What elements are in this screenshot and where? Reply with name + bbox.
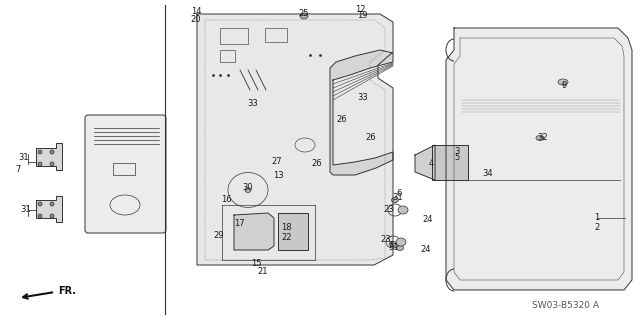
Polygon shape <box>36 196 62 222</box>
Text: 16: 16 <box>221 196 231 204</box>
Ellipse shape <box>536 136 544 140</box>
Circle shape <box>38 150 42 154</box>
Ellipse shape <box>245 188 251 192</box>
Text: 6: 6 <box>396 189 402 197</box>
Text: 17: 17 <box>234 219 244 227</box>
Text: FR.: FR. <box>58 286 76 296</box>
Text: 30: 30 <box>243 183 253 192</box>
Text: 22: 22 <box>282 233 292 241</box>
Polygon shape <box>415 145 435 180</box>
Text: 34: 34 <box>483 168 493 177</box>
Text: 29: 29 <box>214 232 224 241</box>
Bar <box>113 163 135 175</box>
Circle shape <box>38 162 42 166</box>
Text: 31: 31 <box>393 194 403 203</box>
Text: 25: 25 <box>299 10 309 19</box>
Text: 18: 18 <box>281 224 291 233</box>
Text: 24: 24 <box>420 244 431 254</box>
Bar <box>220 28 248 44</box>
Ellipse shape <box>396 238 406 246</box>
Text: 5: 5 <box>454 153 460 162</box>
Circle shape <box>50 162 54 166</box>
Ellipse shape <box>397 246 403 250</box>
Text: 12: 12 <box>355 5 365 14</box>
Text: 24: 24 <box>423 216 433 225</box>
Bar <box>220 50 235 62</box>
Ellipse shape <box>390 241 397 247</box>
Text: 31: 31 <box>20 205 31 214</box>
Text: 20: 20 <box>191 14 201 24</box>
Polygon shape <box>234 213 274 250</box>
Text: 26: 26 <box>337 115 348 124</box>
Text: 26: 26 <box>312 159 323 167</box>
Polygon shape <box>446 28 632 290</box>
Text: 23: 23 <box>384 205 394 214</box>
Polygon shape <box>330 50 393 175</box>
Text: 9: 9 <box>561 81 566 91</box>
Text: 26: 26 <box>365 132 376 142</box>
Text: 4: 4 <box>428 159 434 167</box>
Polygon shape <box>197 14 393 265</box>
Text: 31: 31 <box>19 153 29 162</box>
Text: 27: 27 <box>272 157 282 166</box>
Text: 7: 7 <box>15 166 20 174</box>
Bar <box>265 28 287 42</box>
Polygon shape <box>278 213 308 250</box>
Text: 3: 3 <box>454 146 460 155</box>
Text: 33: 33 <box>248 99 259 108</box>
Text: 23: 23 <box>381 235 391 244</box>
Text: 33: 33 <box>358 93 369 101</box>
Circle shape <box>38 202 42 206</box>
Polygon shape <box>432 145 468 180</box>
Ellipse shape <box>558 79 568 85</box>
Ellipse shape <box>398 206 408 214</box>
Text: 15: 15 <box>251 258 261 268</box>
FancyBboxPatch shape <box>85 115 166 233</box>
Text: 2: 2 <box>595 224 600 233</box>
Circle shape <box>38 214 42 218</box>
Text: 32: 32 <box>538 132 548 142</box>
Circle shape <box>50 150 54 154</box>
Text: SW03-B5320 A: SW03-B5320 A <box>531 301 598 310</box>
Circle shape <box>50 202 54 206</box>
Polygon shape <box>36 143 62 170</box>
Ellipse shape <box>392 197 399 203</box>
Circle shape <box>50 214 54 218</box>
Text: 21: 21 <box>258 268 268 277</box>
Text: 7: 7 <box>387 241 393 249</box>
Text: 19: 19 <box>356 11 367 20</box>
Text: 14: 14 <box>191 8 201 17</box>
Text: 31: 31 <box>388 243 399 253</box>
Text: 13: 13 <box>273 170 284 180</box>
Text: 1: 1 <box>595 213 600 222</box>
Ellipse shape <box>300 13 308 19</box>
